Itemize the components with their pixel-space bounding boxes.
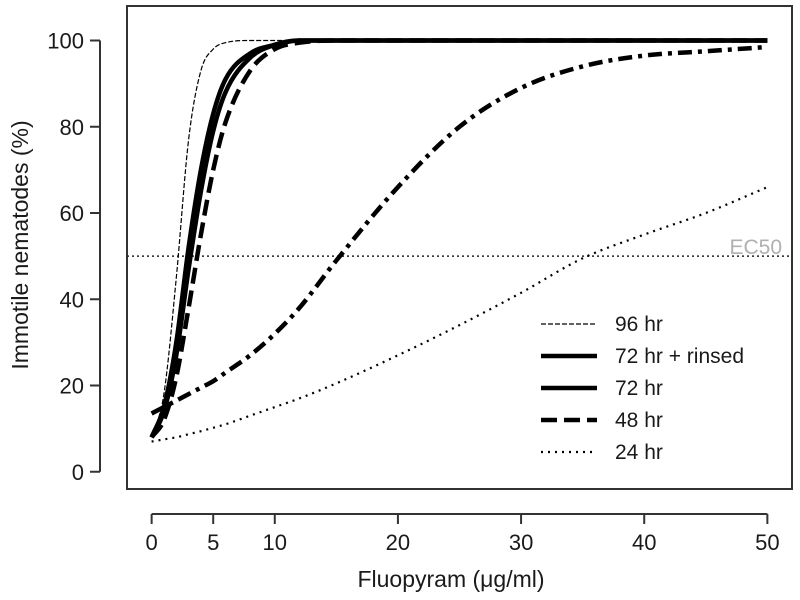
legend-label: 96 hr xyxy=(615,313,663,336)
legend: 96 hr 72 hr + rinsed 72 hr 48 hr 24 hr xyxy=(541,313,744,464)
series-line-5 xyxy=(151,186,768,443)
y-axis-label: Immotile nematodes (%) xyxy=(7,120,33,369)
series-lines xyxy=(149,38,768,443)
y-tick-label: 60 xyxy=(60,201,84,226)
legend-label: 24 hr xyxy=(615,441,663,464)
legend-label: 72 hr xyxy=(615,377,663,400)
plot-frame xyxy=(126,5,793,490)
x-tick-label: 20 xyxy=(386,530,410,555)
y-axis: 0 20 40 60 80 100 xyxy=(47,29,101,485)
x-tick-label: 10 xyxy=(263,530,287,555)
series-line-3 xyxy=(149,38,768,439)
y-tick-label: 20 xyxy=(60,374,84,399)
x-tick-label: 40 xyxy=(632,530,656,555)
legend-label: 72 hr + rinsed xyxy=(615,345,744,368)
series-line-0 xyxy=(151,39,768,438)
series-line-2 xyxy=(149,38,768,439)
legend-label: 48 hr xyxy=(615,409,663,432)
y-tick-label: 100 xyxy=(47,29,84,54)
x-tick-label: 30 xyxy=(509,530,533,555)
ec50-label: EC50 xyxy=(729,236,782,259)
y-tick-label: 80 xyxy=(60,115,84,140)
y-tick-label: 0 xyxy=(72,460,84,485)
x-tick-label: 0 xyxy=(146,530,158,555)
series-line-1 xyxy=(149,38,768,439)
x-axis: 0 5 10 20 30 40 50 xyxy=(146,513,780,555)
ec50-reference: EC50 xyxy=(127,236,792,259)
series-line-4 xyxy=(150,44,768,416)
x-tick-label: 50 xyxy=(755,530,779,555)
y-tick-label: 40 xyxy=(60,287,84,312)
x-tick-label: 5 xyxy=(207,530,219,555)
x-axis-label: Fluopyram (μg/ml) xyxy=(357,566,544,592)
